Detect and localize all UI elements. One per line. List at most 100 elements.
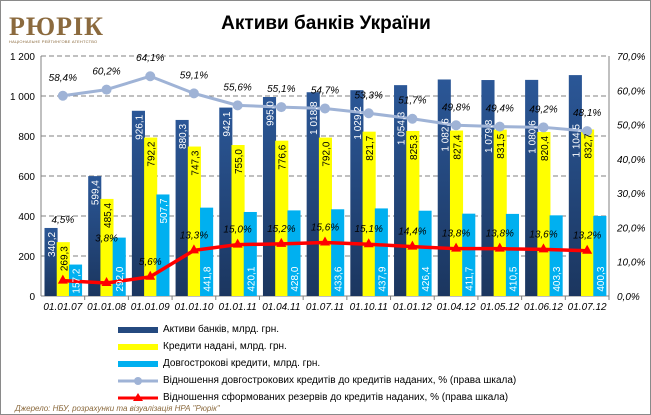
line-data-label: 54,7% <box>311 85 339 96</box>
data-point-marker <box>451 120 462 131</box>
line-data-label: 51,7% <box>398 96 426 107</box>
x-tick-label: 01.05.12 <box>480 302 519 313</box>
line-data-label: 49,8% <box>442 102 470 113</box>
x-tick-label: 01.10.11 <box>350 302 388 313</box>
x-tick-label: 01.01.10 <box>174 302 213 313</box>
y-left-tick-label: 600 <box>18 172 35 183</box>
legend-label: Відношення сформованих резервів до креди… <box>163 392 509 403</box>
bar-data-label: 411,7 <box>465 266 476 291</box>
bar-assets <box>131 110 145 296</box>
bar-longterm <box>549 215 563 296</box>
bar-data-label: 340,2 <box>47 232 58 257</box>
bar-longterm <box>331 209 345 296</box>
bar-data-label: 825,3 <box>409 135 420 160</box>
data-point-marker <box>494 121 505 132</box>
line-data-label: 48,1% <box>573 108 601 119</box>
x-tick-label: 01.04.12 <box>437 302 476 313</box>
y-left-tick-label: 0 <box>29 292 35 303</box>
y-left-tick-label: 800 <box>18 132 35 143</box>
bar-assets <box>437 79 451 296</box>
data-point-marker <box>101 276 112 286</box>
x-tick-label: 01.04.11 <box>262 302 300 313</box>
bar-data-label: 821,7 <box>365 135 376 160</box>
bar-data-label: 1 082,6 <box>440 118 451 152</box>
line-data-label: 13,6% <box>529 229 557 240</box>
bar-longterm <box>593 215 607 296</box>
bar-data-label: 400,3 <box>596 266 607 291</box>
bar-data-label: 1 080,6 <box>528 120 539 154</box>
data-point-marker <box>582 126 593 137</box>
data-point-marker <box>276 237 287 247</box>
chart-plot: 0 200 400 600 800 1 000 1 200 0,0% 10,0% 20,0% 30,… <box>10 52 645 313</box>
legend-swatch <box>118 326 158 333</box>
line-data-label: 58,4% <box>49 73 77 84</box>
bar-data-label: 776,6 <box>278 144 289 169</box>
line-data-label: 49,4% <box>486 104 514 115</box>
legend-item-loans: Кредити надані, млрд. грн. <box>118 338 516 355</box>
legend-label: Активи банків, млрд. грн. <box>163 324 279 335</box>
line-data-label: 64,1% <box>136 53 164 64</box>
source-note: Джерело: НБУ, розрахунки та візуалізація… <box>15 404 220 413</box>
data-point-marker <box>57 90 68 101</box>
bar-data-label: 403,3 <box>552 266 563 291</box>
bar-loans <box>537 131 551 296</box>
x-tick-label: 01.01.07 <box>43 302 82 313</box>
chart-title: Активи банків України <box>221 13 431 34</box>
line-data-label: 15,2% <box>267 224 295 235</box>
data-point-marker <box>145 270 156 280</box>
line-data-label: 15,1% <box>355 224 383 235</box>
bar-data-label: 747,3 <box>190 150 201 175</box>
data-point-marker <box>145 71 156 82</box>
y-right-tick-label: 30,0% <box>617 189 645 200</box>
legend: Активи банків, млрд. грн. Кредити надані… <box>118 321 516 406</box>
x-tick-label: 01.01.12 <box>393 302 432 313</box>
line-data-label: 49,2% <box>529 104 557 115</box>
bar-data-label: 995,0 <box>266 101 277 126</box>
bar-data-label: 599,4 <box>91 180 102 205</box>
bar-data-label: 792,0 <box>321 141 332 166</box>
legend-label: Відношення довгострокових кредитів до кр… <box>163 375 517 386</box>
line-data-label: 13,3% <box>180 230 208 241</box>
bar-data-label: 428,0 <box>290 266 301 291</box>
bar-data-label: 1 054,3 <box>397 111 408 145</box>
legend-line-circle-icon <box>118 376 158 385</box>
bar-assets <box>481 80 495 296</box>
bar-longterm <box>462 213 476 296</box>
bar-data-label: 507,7 <box>159 198 170 223</box>
data-point-marker <box>188 88 199 99</box>
line-data-label: 15,6% <box>311 223 339 234</box>
bar-data-label: 420,1 <box>246 266 257 291</box>
line-data-label: 59,1% <box>180 70 208 81</box>
line-data-label: 13,8% <box>442 229 470 240</box>
bar-data-label: 441,8 <box>203 266 214 291</box>
legend-item-ratio-reserve: Відношення сформованих резервів до креди… <box>118 389 516 406</box>
line-data-label: 55,6% <box>223 82 251 93</box>
data-point-marker <box>276 102 287 113</box>
bar-longterm <box>505 213 519 296</box>
bar-loans <box>406 130 420 296</box>
y-right-tick-label: 20,0% <box>616 223 645 234</box>
bar-loans <box>187 146 201 296</box>
y-left-tick-label: 200 <box>18 252 35 263</box>
data-point-marker <box>582 244 593 254</box>
bar-data-label: 880,3 <box>178 124 189 149</box>
y-right-tick-label: 70,0% <box>617 52 645 63</box>
x-tick-label: 01.07.11 <box>306 302 344 313</box>
bar-loans <box>362 131 376 296</box>
bar-loans <box>449 130 464 296</box>
data-point-marker <box>57 274 68 284</box>
data-point-marker <box>363 238 374 248</box>
bar-loans <box>144 137 158 296</box>
y-right-tick-label: 50,0% <box>617 121 645 132</box>
bar-assets <box>306 92 320 297</box>
data-point-marker <box>363 108 374 119</box>
y-left-tick-label: 400 <box>18 212 35 223</box>
bar-data-label: 433,6 <box>334 266 345 291</box>
bar-longterm <box>243 211 257 296</box>
bar-assets <box>262 97 277 296</box>
bar-data-label: 926,1 <box>134 114 145 139</box>
bar-data-label: 820,4 <box>540 135 551 160</box>
bar-data-label: 485,4 <box>103 202 114 227</box>
data-point-marker <box>101 84 112 95</box>
